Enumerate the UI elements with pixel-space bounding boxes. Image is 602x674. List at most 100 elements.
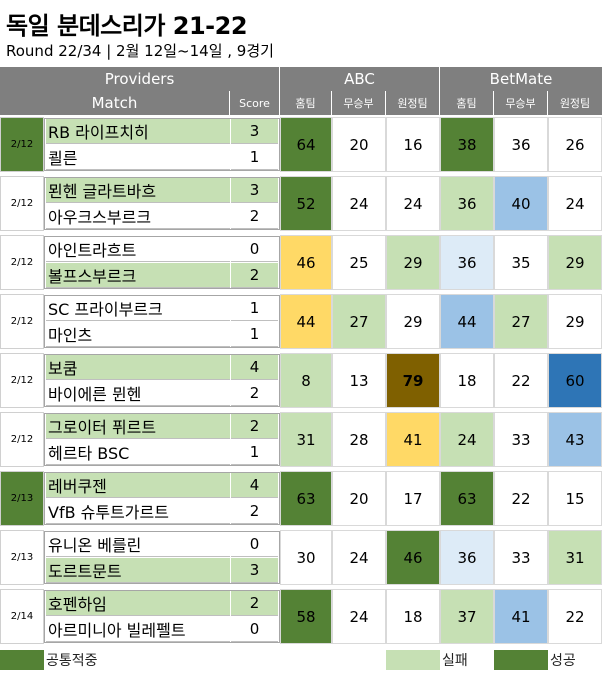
- header-abc-home: 홈팀: [280, 91, 332, 115]
- header-providers: Providers: [0, 67, 280, 91]
- betmate-home-prob: 36: [440, 530, 494, 585]
- away-team-name: 아우크스부르크: [46, 204, 230, 229]
- betmate-home-prob: 44: [440, 294, 494, 349]
- away-team-score: 3: [231, 558, 278, 583]
- abc-away-prob: 79: [386, 353, 440, 408]
- match-frame: [44, 295, 280, 348]
- abc-away-prob: 29: [386, 294, 440, 349]
- home-team-score: 0: [231, 532, 278, 557]
- header-score: Score: [230, 91, 280, 115]
- legend-swatch-success: [494, 650, 548, 670]
- abc-draw-prob: 24: [332, 530, 386, 585]
- away-team-score: 2: [231, 263, 278, 288]
- abc-home-prob: 58: [280, 589, 332, 644]
- header-abc-draw: 무승부: [332, 91, 386, 115]
- header-abc: ABC: [280, 67, 440, 91]
- betmate-draw-prob: 40: [494, 176, 548, 231]
- betmate-away-prob: 26: [548, 117, 602, 172]
- abc-away-prob: 24: [386, 176, 440, 231]
- abc-away-prob: 46: [386, 530, 440, 585]
- betmate-home-prob: 38: [440, 117, 494, 172]
- away-team-name: 헤르타 BSC: [46, 440, 230, 465]
- legend-label-both-hit: 공통적중: [46, 653, 98, 669]
- abc-away-prob: 29: [386, 235, 440, 290]
- abc-draw-prob: 20: [332, 117, 386, 172]
- betmate-draw-prob: 22: [494, 471, 548, 526]
- away-team-name: VfB 슈투트가르트: [46, 499, 230, 524]
- abc-away-prob: 16: [386, 117, 440, 172]
- abc-draw-prob: 24: [332, 176, 386, 231]
- home-team-score: 3: [231, 119, 278, 144]
- abc-draw-prob: 28: [332, 412, 386, 467]
- away-team-name: 볼프스부르크: [46, 263, 230, 288]
- away-team-score: 2: [231, 499, 278, 524]
- match-frame: [44, 413, 280, 466]
- abc-home-prob: 46: [280, 235, 332, 290]
- betmate-away-prob: 24: [548, 176, 602, 231]
- home-team-name: 아인트라흐트: [46, 237, 230, 262]
- away-team-score: 1: [231, 145, 278, 170]
- abc-home-prob: 52: [280, 176, 332, 231]
- match-date: 2/12: [0, 412, 44, 467]
- betmate-draw-prob: 35: [494, 235, 548, 290]
- legend-swatch-both-hit: [0, 650, 44, 670]
- abc-home-prob: 63: [280, 471, 332, 526]
- legend-label-fail: 실패: [442, 653, 468, 669]
- betmate-home-prob: 63: [440, 471, 494, 526]
- home-team-score: 2: [231, 591, 278, 616]
- betmate-away-prob: 22: [548, 589, 602, 644]
- betmate-away-prob: 31: [548, 530, 602, 585]
- abc-home-prob: 8: [280, 353, 332, 408]
- abc-home-prob: 30: [280, 530, 332, 585]
- header-match: Match: [0, 91, 230, 115]
- betmate-draw-prob: 41: [494, 589, 548, 644]
- abc-away-prob: 17: [386, 471, 440, 526]
- home-team-name: SC 프라이부르크: [46, 296, 230, 321]
- away-team-score: 1: [231, 322, 278, 347]
- page-subtitle: Round 22/34 | 2월 12일~14일 , 9경기: [6, 42, 274, 60]
- home-team-score: 4: [231, 355, 278, 380]
- page-title: 독일 분데스리가 21-22: [6, 12, 248, 40]
- match-frame: [44, 472, 280, 525]
- header-betmate-away: 원정팀: [548, 91, 602, 115]
- match-frame: [44, 236, 280, 289]
- match-date: 2/14: [0, 589, 44, 644]
- away-team-score: 2: [231, 381, 278, 406]
- betmate-away-prob: 60: [548, 353, 602, 408]
- match-frame: [44, 590, 280, 643]
- home-team-name: 보쿰: [46, 355, 230, 380]
- betmate-draw-prob: 33: [494, 530, 548, 585]
- prediction-table: Providers ABC BetMate Match Score 홈팀 무승부…: [0, 67, 602, 115]
- match-date: 2/13: [0, 530, 44, 585]
- home-team-name: RB 라이프치히: [46, 119, 230, 144]
- away-team-name: 바이에른 뮌헨: [46, 381, 230, 406]
- match-frame: [44, 177, 280, 230]
- home-team-name: 호펜하임: [46, 591, 230, 616]
- header-row-providers: Providers ABC BetMate: [0, 67, 602, 91]
- home-team-score: 2: [231, 414, 278, 439]
- home-team-name: 레버쿠젠: [46, 473, 230, 498]
- abc-home-prob: 31: [280, 412, 332, 467]
- header-betmate-draw: 무승부: [494, 91, 548, 115]
- abc-draw-prob: 20: [332, 471, 386, 526]
- match-date: 2/12: [0, 294, 44, 349]
- abc-away-prob: 18: [386, 589, 440, 644]
- home-team-name: 묀헨 글라트바흐: [46, 178, 230, 203]
- header-row-columns: Match Score 홈팀 무승부 원정팀 홈팀 무승부 원정팀: [0, 91, 602, 115]
- home-team-name: 그로이터 퓌르트: [46, 414, 230, 439]
- betmate-home-prob: 36: [440, 176, 494, 231]
- away-team-name: 마인츠: [46, 322, 230, 347]
- betmate-away-prob: 29: [548, 294, 602, 349]
- abc-draw-prob: 13: [332, 353, 386, 408]
- abc-draw-prob: 27: [332, 294, 386, 349]
- abc-home-prob: 44: [280, 294, 332, 349]
- betmate-draw-prob: 33: [494, 412, 548, 467]
- match-date: 2/13: [0, 471, 44, 526]
- betmate-home-prob: 18: [440, 353, 494, 408]
- abc-draw-prob: 24: [332, 589, 386, 644]
- match-frame: [44, 354, 280, 407]
- betmate-home-prob: 24: [440, 412, 494, 467]
- away-team-name: 쾰른: [46, 145, 230, 170]
- header-abc-away: 원정팀: [386, 91, 440, 115]
- betmate-draw-prob: 36: [494, 117, 548, 172]
